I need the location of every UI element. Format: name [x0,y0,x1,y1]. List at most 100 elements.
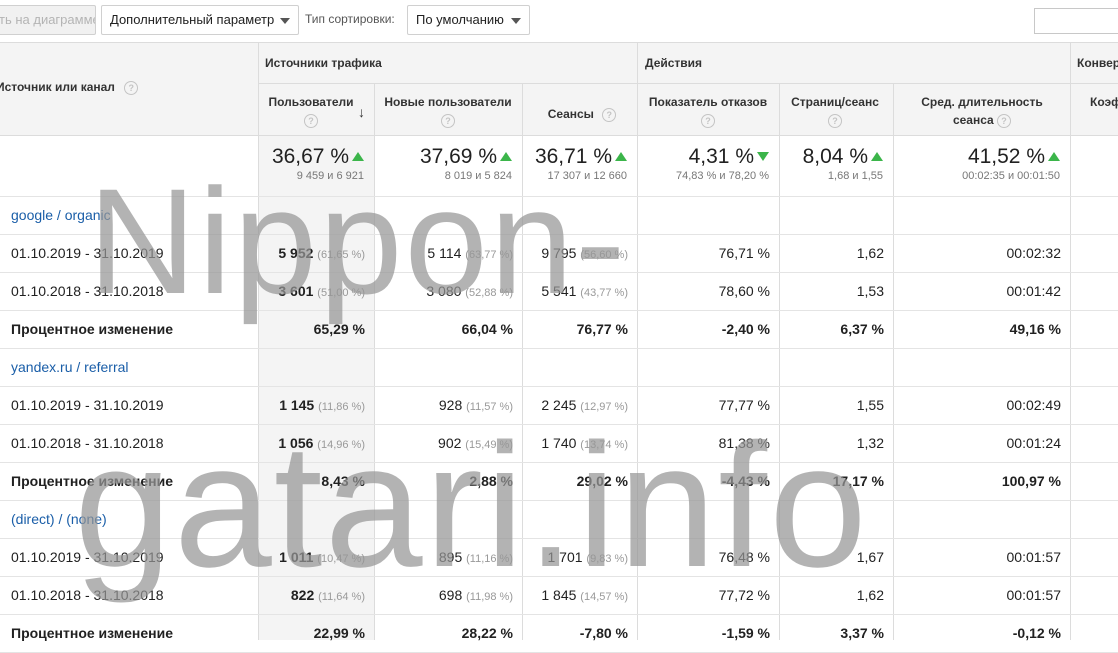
cell-share: (11,16 %) [466,553,513,565]
source-link[interactable]: (direct) / (none) [11,511,107,527]
group-title-conversions: Конвер [1077,56,1118,70]
cell-users: 22,99 % [314,625,365,641]
column-header-sessions[interactable]: Сеансы ? [530,105,634,123]
cell-users: 822 (11,64 %) [291,587,365,603]
cell-value: 928 [438,397,463,413]
cell-value: 1,67 [856,549,884,565]
cell-value: 1 011 [279,549,314,565]
total-bounce-sub: 74,83 % и 78,20 % [676,170,769,182]
cell-sessions: 5 541 (43,77 %) [541,283,628,299]
sort-type-dropdown[interactable]: По умолчанию [407,5,530,35]
total-users-pct: 36,67 % [271,145,349,168]
trend-up-icon [352,152,364,161]
total-users: 36,67 % 9 459 и 6 921 [272,145,364,182]
cell-duration: 00:02:32 [1007,245,1062,261]
cell-share: (12,97 %) [580,401,628,413]
total-new-users-sub: 8 019 и 5 824 [444,170,512,182]
cell-sessions: 9 795 (56,60 %) [541,245,628,261]
cell-share: (11,86 %) [318,401,365,413]
cell-bounce: 76,71 % [719,245,770,261]
cell-users: 1 145 (11,86 %) [279,397,365,413]
total-duration-pct: 41,52 % [967,145,1045,168]
cell-value: 77,77 % [718,397,770,413]
total-sessions-sub: 17 307 и 12 660 [547,170,627,182]
source-link[interactable]: yandex.ru / referral [11,359,129,375]
cell-share: (14,96 %) [317,439,365,451]
column-header-avg-duration[interactable]: Сред. длительность сеанса ? [897,93,1067,129]
cell-value: 100,97 % [1001,473,1061,489]
cell-bounce: 78,60 % [719,283,770,299]
cell-value: 3,37 % [840,625,884,641]
help-icon[interactable]: ? [997,113,1012,128]
help-icon[interactable]: ? [441,113,455,128]
column-bounce-label: Показатель отказов [648,95,768,109]
cell-share: (11,98 %) [466,591,513,603]
help-icon[interactable]: ? [701,113,715,128]
total-sessions: 36,71 % 17 307 и 12 660 [535,145,627,182]
cell-pages: 17,17 % [833,473,884,489]
cell-value: 00:01:42 [1006,283,1062,299]
row-label: 01.10.2018 - 31.10.2018 [11,435,164,451]
row-label: 01.10.2019 - 31.10.2019 [11,549,164,565]
column-duration-label-2: сеанса [952,113,994,127]
cell-bounce: 81,38 % [719,435,770,451]
column-header-pages-per-session[interactable]: Страниц/сеанс ? [781,93,889,129]
cell-users: 3 601 (51,00 %) [278,283,365,299]
cell-new-users: 928 (11,57 %) [439,397,513,413]
total-duration: 41,52 % 00:02:35 и 00:01:50 [962,145,1060,182]
cell-value: 00:01:24 [1006,435,1062,451]
cell-share: (11,64 %) [318,591,365,603]
cell-value: 22,99 % [313,625,365,641]
help-icon[interactable]: ? [828,113,842,128]
cell-value: 65,29 % [313,321,365,337]
cell-pages: 1,62 [857,587,884,603]
cell-value: 2 245 [541,397,577,413]
dimension-header[interactable]: Источник или канал ? [0,80,139,95]
source-link[interactable]: google / organic [11,207,111,223]
group-title-actions: Действия [645,56,703,70]
cell-value: 895 [438,549,463,565]
row-label: 01.10.2018 - 31.10.2018 [11,587,164,603]
cell-value: 9 795 [541,245,577,261]
secondary-dimension-dropdown[interactable]: Дополнительный параметр [101,5,299,35]
group-title-traffic: Источники трафика [265,56,382,70]
cell-value: 1 701 [547,549,583,565]
total-sessions-pct: 36,71 % [534,145,612,168]
table-row: 01.10.2018 - 31.10.2018 822 (11,64 %) 698 … [0,577,1118,615]
plot-rows-button[interactable]: ть на диаграмме [0,5,96,35]
help-icon[interactable]: ? [304,113,318,128]
report-table: Источники трафика Действия Конвер Источн… [0,42,1118,653]
column-header-bounce-rate[interactable]: Показатель отказов ? [641,93,775,129]
cell-value: 76,48 % [718,549,770,565]
cell-new-users: 698 (11,98 %) [439,587,513,603]
cell-duration: 00:01:57 [1007,549,1062,565]
row-label: 01.10.2019 - 31.10.2019 [11,397,164,413]
table-search-input[interactable] [1034,8,1118,34]
total-pages: 8,04 % 1,68 и 1,55 [803,145,883,182]
cell-bounce: -4,43 % [722,473,770,489]
cell-new-users: 2,88 % [469,473,513,489]
help-icon[interactable]: ? [602,107,617,122]
column-pages-label: Страниц/сеанс [791,95,879,109]
cell-value: 902 [438,435,462,451]
cell-value: 28,22 % [461,625,513,641]
cell-bounce: 77,72 % [719,587,770,603]
cell-sessions: 76,77 % [577,321,628,337]
sort-descending-icon[interactable]: ↓ [358,104,365,120]
column-header-conversion[interactable]: Коэф [1090,93,1118,111]
cell-value: 1 145 [279,397,315,413]
cell-value: 49,16 % [1009,321,1061,337]
help-icon[interactable]: ? [124,80,139,95]
cell-value: 1 740 [541,435,577,451]
cell-sessions: -7,80 % [580,625,628,641]
cell-value: 1 845 [541,587,577,603]
cell-bounce: 76,48 % [719,549,770,565]
cell-duration: 100,97 % [1002,473,1061,489]
column-header-users[interactable]: Пользователи ? [262,93,360,129]
plot-rows-label: ть на диаграмме [0,12,96,27]
total-users-sub: 9 459 и 6 921 [296,170,364,182]
cell-value: 1,55 [856,397,884,413]
column-header-new-users[interactable]: Новые пользователи ? [378,93,518,129]
trend-up-icon [1048,152,1060,161]
cell-value: -7,80 % [579,625,628,641]
